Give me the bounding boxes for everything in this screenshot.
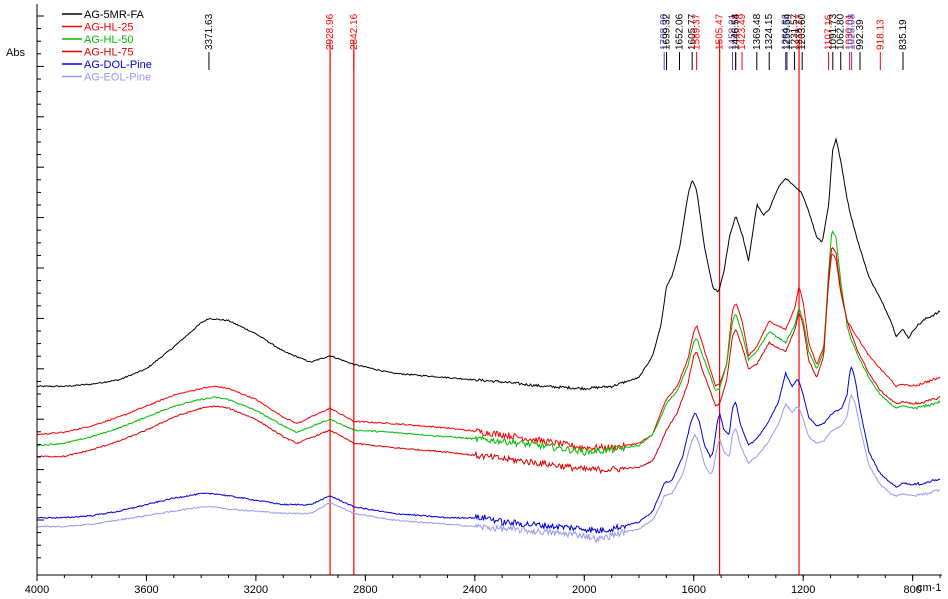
- axes: 4000 3600 3200 2800 2400 2000 1600 1200 800: [25, 4, 942, 596]
- legend-label: AG-HL-75: [84, 47, 134, 59]
- series-line-ag-eol-pine: [36, 394, 941, 544]
- reference-lines: [329, 40, 800, 575]
- peak-label-992.39: 992.39: [855, 19, 866, 50]
- peak-label-1708.00: 1708.00: [659, 13, 670, 50]
- peak-marker-26: 918.13: [875, 19, 886, 70]
- peak-marker-25: 992.39: [855, 19, 866, 70]
- peak-marker-1: 2928.96: [325, 13, 336, 70]
- legend-item-ag-hl-75: AG-HL-75: [62, 47, 134, 59]
- legend-item-ag-5mr-fa: AG-5MR-FA: [62, 9, 145, 21]
- x-tick-label-2400: 2400: [463, 584, 487, 596]
- series-line-ag-hl-25: [36, 253, 941, 452]
- peak-marker-0: 3371.63: [204, 13, 215, 70]
- legend-label: AG-5MR-FA: [84, 9, 145, 21]
- peak-marker-19: 1203.60: [797, 13, 808, 70]
- series-line-ag-5mr-fa: [36, 137, 941, 391]
- peak-label-1324.15: 1324.15: [764, 13, 775, 50]
- peak-marker-17: 1231.57: [790, 13, 801, 70]
- x-tick-label-1600: 1600: [681, 584, 705, 596]
- peak-label-1203.60: 1203.60: [797, 13, 808, 50]
- peak-marker-22: 1062.80: [836, 13, 847, 70]
- x-tick-label-2000: 2000: [572, 584, 596, 596]
- spectra-series: [36, 137, 941, 544]
- x-tick-label-3600: 3600: [134, 584, 158, 596]
- peak-label-1264.36: 1264.36: [781, 13, 792, 50]
- peak-marker-16: 1259.54: [782, 13, 793, 70]
- legend: AG-5MR-FAAG-HL-25AG-HL-50AG-HL-75AG-DOL-…: [62, 9, 152, 84]
- peak-marker-9: 1458.21: [728, 13, 739, 70]
- peak-marker-4: 1699.32: [662, 13, 673, 70]
- peak-marker-20: 1107.16: [824, 14, 835, 70]
- peak-label-1369.48: 1369.48: [752, 13, 763, 50]
- peak-marker-2: 2842.16: [349, 13, 360, 70]
- peak-label-1458.21: 1458.21: [728, 13, 739, 50]
- x-tick-label-800: 800: [903, 584, 921, 596]
- peak-label-2928.96: 2928.96: [325, 13, 336, 50]
- peak-label-1589.37: 1589.37: [692, 13, 703, 50]
- peak-marker-24: 1023.08: [847, 13, 858, 70]
- peak-marker-11: 1446.54: [731, 13, 742, 70]
- x-tick-label-3200: 3200: [244, 584, 268, 596]
- peak-marker-3: 1708.00: [659, 13, 670, 70]
- peak-label-1605.77: 1605.77: [687, 13, 698, 50]
- peak-marker-12: 1423.49: [737, 13, 748, 70]
- x-tick-label-2800: 2800: [353, 584, 377, 596]
- peak-label-2842.16: 2842.16: [349, 13, 360, 50]
- legend-label: AG-DOL-Pine: [84, 59, 152, 71]
- peak-marker-23: 1030.01: [845, 13, 856, 70]
- peak-label-3371.63: 3371.63: [204, 13, 215, 50]
- peak-label-1107.16: 1107.16: [824, 14, 835, 50]
- peak-marker-27: 835.19: [898, 19, 909, 70]
- y-axis-label: Abs: [6, 47, 25, 59]
- peak-label-1215.17: 1215.17: [794, 13, 805, 50]
- peak-label-1505.47: 1505.47: [715, 13, 726, 50]
- peak-marker-15: 1264.36: [781, 13, 792, 70]
- peak-label-1030.01: 1030.01: [845, 13, 856, 50]
- peak-marker-7: 1589.37: [692, 13, 703, 70]
- peak-label-918.13: 918.13: [875, 19, 886, 50]
- peak-marker-21: 1091.73: [828, 13, 839, 70]
- peak-label-1091.73: 1091.73: [828, 13, 839, 50]
- legend-label: AG-HL-25: [84, 22, 134, 34]
- peak-label-1231.57: 1231.57: [790, 13, 801, 50]
- x-axis-label: cm-1: [917, 582, 941, 594]
- series-line-ag-hl-50: [37, 230, 941, 456]
- series-line-ag-hl-75: [36, 247, 941, 475]
- series-line-ag-dol-pine: [36, 366, 941, 535]
- peak-marker-13: 1369.48: [752, 13, 763, 70]
- x-tick-label-1200: 1200: [791, 584, 815, 596]
- peak-label-1259.54: 1259.54: [782, 13, 793, 50]
- peak-label-1023.08: 1023.08: [847, 13, 858, 50]
- legend-item-ag-hl-50: AG-HL-50: [62, 34, 134, 46]
- legend-item-ag-hl-25: AG-HL-25: [62, 22, 134, 34]
- peak-marker-18: 1215.17: [794, 13, 805, 70]
- peak-marker-14: 1324.15: [764, 13, 775, 70]
- peak-label-1446.54: 1446.54: [731, 13, 742, 50]
- legend-item-ag-eol-pine: AG-EOL-Pine: [62, 72, 151, 84]
- legend-label: AG-EOL-Pine: [84, 72, 151, 84]
- peak-marker-6: 1605.77: [687, 13, 698, 70]
- legend-label: AG-HL-50: [84, 34, 134, 46]
- peak-label-1446.78: 1446.78: [731, 13, 742, 50]
- peak-label-835.19: 835.19: [898, 19, 909, 50]
- x-tick-label-4000: 4000: [25, 584, 49, 596]
- legend-item-ag-dol-pine: AG-DOL-Pine: [62, 59, 152, 71]
- peak-label-1062.80: 1062.80: [836, 13, 847, 50]
- peak-label-1699.32: 1699.32: [662, 13, 673, 50]
- peak-label-1423.49: 1423.49: [737, 13, 748, 50]
- peak-label-1652.06: 1652.06: [674, 13, 685, 50]
- peak-marker-8: 1505.47: [715, 13, 726, 70]
- peak-marker-5: 1652.06: [674, 13, 685, 70]
